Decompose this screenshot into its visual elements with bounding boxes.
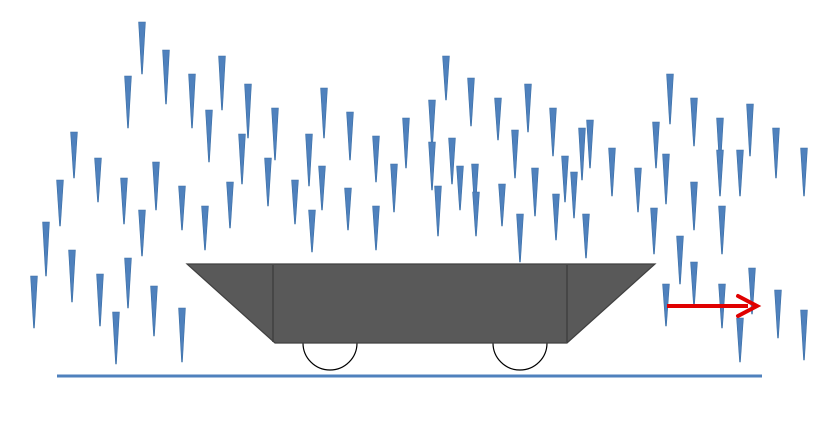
raindrop-icon <box>428 99 436 149</box>
raindrop-icon <box>94 157 102 203</box>
motion-arrow <box>667 294 762 318</box>
cart-body <box>185 263 657 344</box>
raindrop-icon <box>226 181 234 229</box>
raindrop-icon <box>291 179 299 225</box>
raindrop-icon <box>578 127 586 181</box>
raindrop-icon <box>772 127 780 179</box>
raindrops <box>30 21 808 365</box>
raindrop-icon <box>549 107 557 157</box>
raindrop-icon <box>800 147 808 197</box>
raindrop-icon <box>346 111 354 161</box>
raindrop-icon <box>652 121 660 169</box>
raindrop-icon <box>582 213 590 259</box>
raindrop-icon <box>552 193 560 241</box>
raindrop-icon <box>70 131 78 179</box>
raindrop-icon <box>666 73 674 125</box>
raindrop-icon <box>494 97 502 141</box>
raindrop-icon <box>218 55 226 111</box>
raindrop-icon <box>662 283 670 327</box>
raindrop-icon <box>308 209 316 253</box>
raindrop-icon <box>390 163 398 213</box>
raindrop-icon <box>138 209 146 257</box>
raindrop-icon <box>68 249 76 303</box>
raindrop-icon <box>150 285 158 337</box>
arrow-right-icon <box>736 294 762 318</box>
raindrop-icon <box>402 117 410 169</box>
raindrop-icon <box>428 141 436 191</box>
raindrop-icon <box>561 155 569 203</box>
raindrop-icon <box>448 137 456 185</box>
cart <box>185 263 657 371</box>
raindrop-icon <box>442 55 450 101</box>
raindrop-icon <box>718 205 726 255</box>
raindrop-icon <box>320 87 328 139</box>
raindrop-icon <box>570 171 578 219</box>
raindrop-icon <box>318 165 326 211</box>
raindrop-icon <box>716 149 724 197</box>
raindrop-icon <box>456 165 464 211</box>
raindrop-icon <box>531 167 539 217</box>
raindrop-icon <box>264 157 272 207</box>
raindrop-icon <box>372 135 380 183</box>
raindrop-icon <box>498 183 506 227</box>
raindrop-icon <box>434 185 442 237</box>
raindrop-icon <box>774 289 782 339</box>
raindrop-icon <box>188 73 196 129</box>
raindrop-icon <box>372 205 380 251</box>
raindrop-icon <box>305 133 313 187</box>
raindrop-icon <box>112 311 120 365</box>
raindrop-icon <box>524 83 532 133</box>
raindrop-icon <box>586 119 594 169</box>
raindrop-icon <box>690 181 698 231</box>
raindrop-icon <box>205 109 213 163</box>
raindrop-icon <box>244 83 252 139</box>
raindrop-icon <box>800 309 808 361</box>
raindrop-icon <box>608 147 616 197</box>
raindrop-icon <box>748 267 756 315</box>
raindrop-icon <box>676 235 684 285</box>
raindrop-icon <box>178 307 186 363</box>
raindrop-icon <box>201 205 209 251</box>
raindrop-icon <box>56 179 64 227</box>
raindrop-icon <box>634 167 642 213</box>
raindrop-icon <box>511 129 519 179</box>
raindrop-icon <box>238 133 246 185</box>
raindrop-icon <box>650 207 658 255</box>
raindrop-icon <box>124 257 132 309</box>
raindrop-icon <box>472 191 480 237</box>
raindrop-icon <box>467 77 475 127</box>
raindrop-icon <box>96 273 104 327</box>
raindrop-icon <box>152 161 160 211</box>
raindrop-icon <box>162 49 170 105</box>
raindrop-icon <box>662 153 670 205</box>
raindrop-icon <box>746 103 754 157</box>
raindrop-icon <box>736 149 744 197</box>
raindrop-icon <box>138 21 146 75</box>
raindrop-icon <box>124 75 132 129</box>
raindrop-icon <box>690 261 698 307</box>
raindrop-icon <box>42 221 50 277</box>
raindrop-icon <box>736 317 744 363</box>
raindrop-icon <box>271 107 279 161</box>
raindrop-icon <box>178 185 186 231</box>
raindrop-icon <box>120 177 128 225</box>
raindrop-icon <box>30 275 38 329</box>
raindrop-icon <box>516 213 524 263</box>
raindrop-icon <box>690 97 698 147</box>
raindrop-icon <box>344 187 352 231</box>
